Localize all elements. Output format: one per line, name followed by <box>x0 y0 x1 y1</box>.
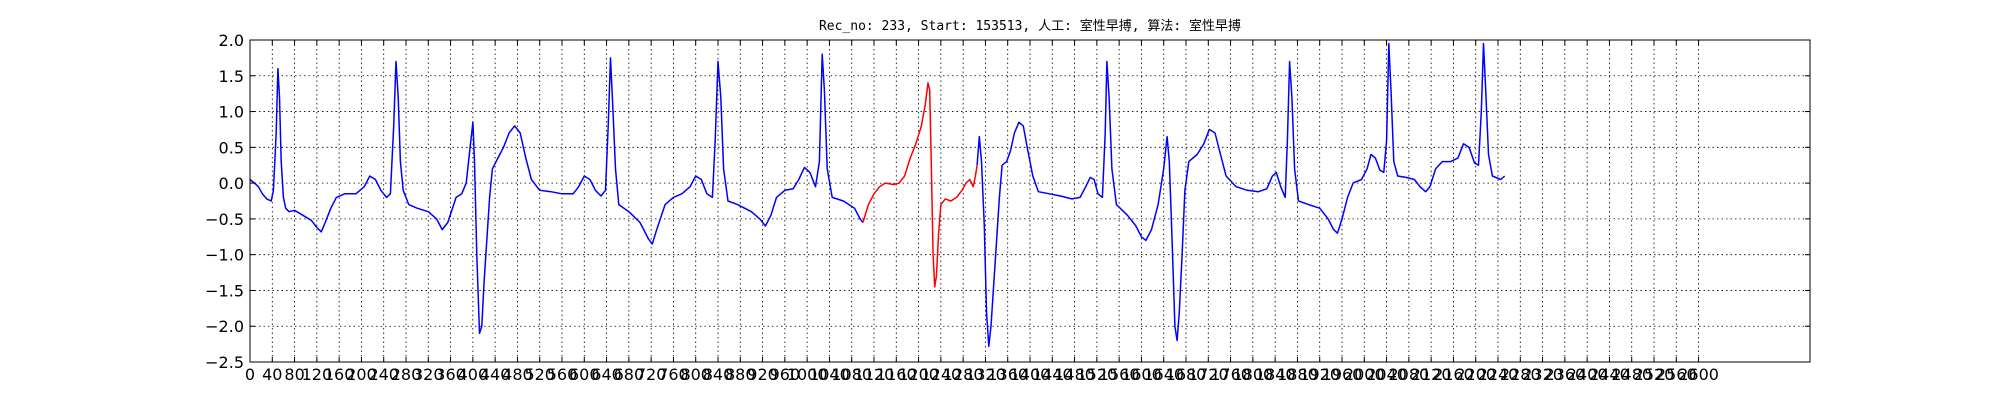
x-tick-label: 560 <box>547 365 578 384</box>
x-tick-label: 2480 <box>1611 365 1652 384</box>
x-tick-label: 2120 <box>1411 365 1452 384</box>
x-tick-label: 240 <box>368 365 399 384</box>
x-tick-label: 1320 <box>965 365 1006 384</box>
x-tick-label: 1000 <box>787 365 828 384</box>
x-tick-label: 1160 <box>876 365 917 384</box>
y-tick-label: −1.5 <box>205 281 244 300</box>
plot-frame <box>249 39 1811 363</box>
x-tick-label: 1120 <box>854 365 895 384</box>
x-tick-label: 640 <box>591 365 622 384</box>
x-tick-label: 2040 <box>1366 365 1407 384</box>
y-tick-label: −0.5 <box>205 210 244 229</box>
x-tick-label: 2080 <box>1388 365 1429 384</box>
x-tick-label: 520 <box>524 365 555 384</box>
x-tick-label: 1400 <box>1010 365 1051 384</box>
x-tick-label: 920 <box>747 365 778 384</box>
x-tick-label: 1040 <box>809 365 850 384</box>
x-tick-label: 720 <box>636 365 667 384</box>
x-tick-label: 2440 <box>1589 365 1630 384</box>
x-tick-label: 2520 <box>1634 365 1675 384</box>
x-tick-label: 2160 <box>1433 365 1474 384</box>
x-tick-label: 1440 <box>1032 365 1073 384</box>
x-tick-label: 960 <box>770 365 801 384</box>
x-tick-label: 2600 <box>1678 365 1719 384</box>
x-tick-label: 1720 <box>1188 365 1229 384</box>
x-tick-label: 2000 <box>1344 365 1385 384</box>
x-tick-label: 760 <box>658 365 689 384</box>
x-tick-label: 2360 <box>1544 365 1585 384</box>
x-tick-label: 1560 <box>1099 365 1140 384</box>
y-axis: 2.0 1.5 1.0 0.5 0.0 −0.5 −1.0 −1.5 −2.0 −2.5 <box>205 31 1810 372</box>
x-tick-label: 1920 <box>1299 365 1340 384</box>
x-tick-label: 360 <box>435 365 466 384</box>
x-tick-label: 2560 <box>1656 365 1697 384</box>
x-tick-label: 1240 <box>920 365 961 384</box>
x-tick-label: 160 <box>324 365 355 384</box>
x-tick-label: 2320 <box>1522 365 1563 384</box>
x-tick-label: 600 <box>569 365 600 384</box>
x-tick-label: 320 <box>413 365 444 384</box>
x-tick-label: 680 <box>614 365 645 384</box>
x-tick-label: 1200 <box>898 365 939 384</box>
y-tick-label: −2.0 <box>205 317 244 336</box>
x-tick-label: 1080 <box>831 365 872 384</box>
x-tick-label: 880 <box>725 365 756 384</box>
x-tick-label: 440 <box>480 365 511 384</box>
x-tick-label: 2280 <box>1500 365 1541 384</box>
y-tick-label: 1.0 <box>219 103 244 122</box>
x-tick-label: 1960 <box>1322 365 1363 384</box>
x-tick-label: 1800 <box>1232 365 1273 384</box>
y-tick-label: 0.0 <box>219 174 244 193</box>
x-tick-label: 800 <box>680 365 711 384</box>
ecg-trace-line <box>249 53 864 335</box>
x-tick-label: 1760 <box>1210 365 1251 384</box>
grid <box>249 39 1810 363</box>
x-tick-label: 80 <box>284 365 304 384</box>
ecg-trace-line <box>862 82 978 288</box>
x-tick-label: 1680 <box>1166 365 1207 384</box>
x-tick-label: 1600 <box>1121 365 1162 384</box>
x-tick-label: 2400 <box>1567 365 1608 384</box>
x-tick-label: 200 <box>346 365 377 384</box>
x-tick-label: 1520 <box>1076 365 1117 384</box>
x-tick-label: 0 <box>245 365 255 384</box>
ecg-trace-line <box>976 42 1506 348</box>
y-tick-label: 2.0 <box>219 31 244 50</box>
x-tick-label: 280 <box>391 365 422 384</box>
x-tick-label: 2200 <box>1455 365 1496 384</box>
x-tick-label: 40 <box>262 365 282 384</box>
x-tick-label: 400 <box>458 365 489 384</box>
y-tick-label: 1.5 <box>219 67 244 86</box>
y-tick-label: −1.0 <box>205 246 244 265</box>
x-tick-label: 480 <box>502 365 533 384</box>
series-layer <box>249 42 1506 348</box>
x-tick-label: 2240 <box>1478 365 1519 384</box>
x-tick-label: 1280 <box>943 365 984 384</box>
y-tick-label: 0.5 <box>219 138 244 157</box>
x-tick-label: 1480 <box>1054 365 1095 384</box>
x-tick-label: 840 <box>703 365 734 384</box>
x-tick-label: 1880 <box>1277 365 1318 384</box>
chart-title: Rec_no: 233, Start: 153513, 人工: 室性早搏, 算法… <box>819 18 1241 34</box>
x-axis: 0 40 8012016020024028032036040044048052056… <box>245 40 1719 384</box>
x-tick-label: 1840 <box>1255 365 1296 384</box>
y-tick-label: −2.5 <box>205 353 244 372</box>
x-tick-label: 1640 <box>1143 365 1184 384</box>
x-tick-label: 120 <box>302 365 333 384</box>
x-tick-label: 1360 <box>987 365 1028 384</box>
